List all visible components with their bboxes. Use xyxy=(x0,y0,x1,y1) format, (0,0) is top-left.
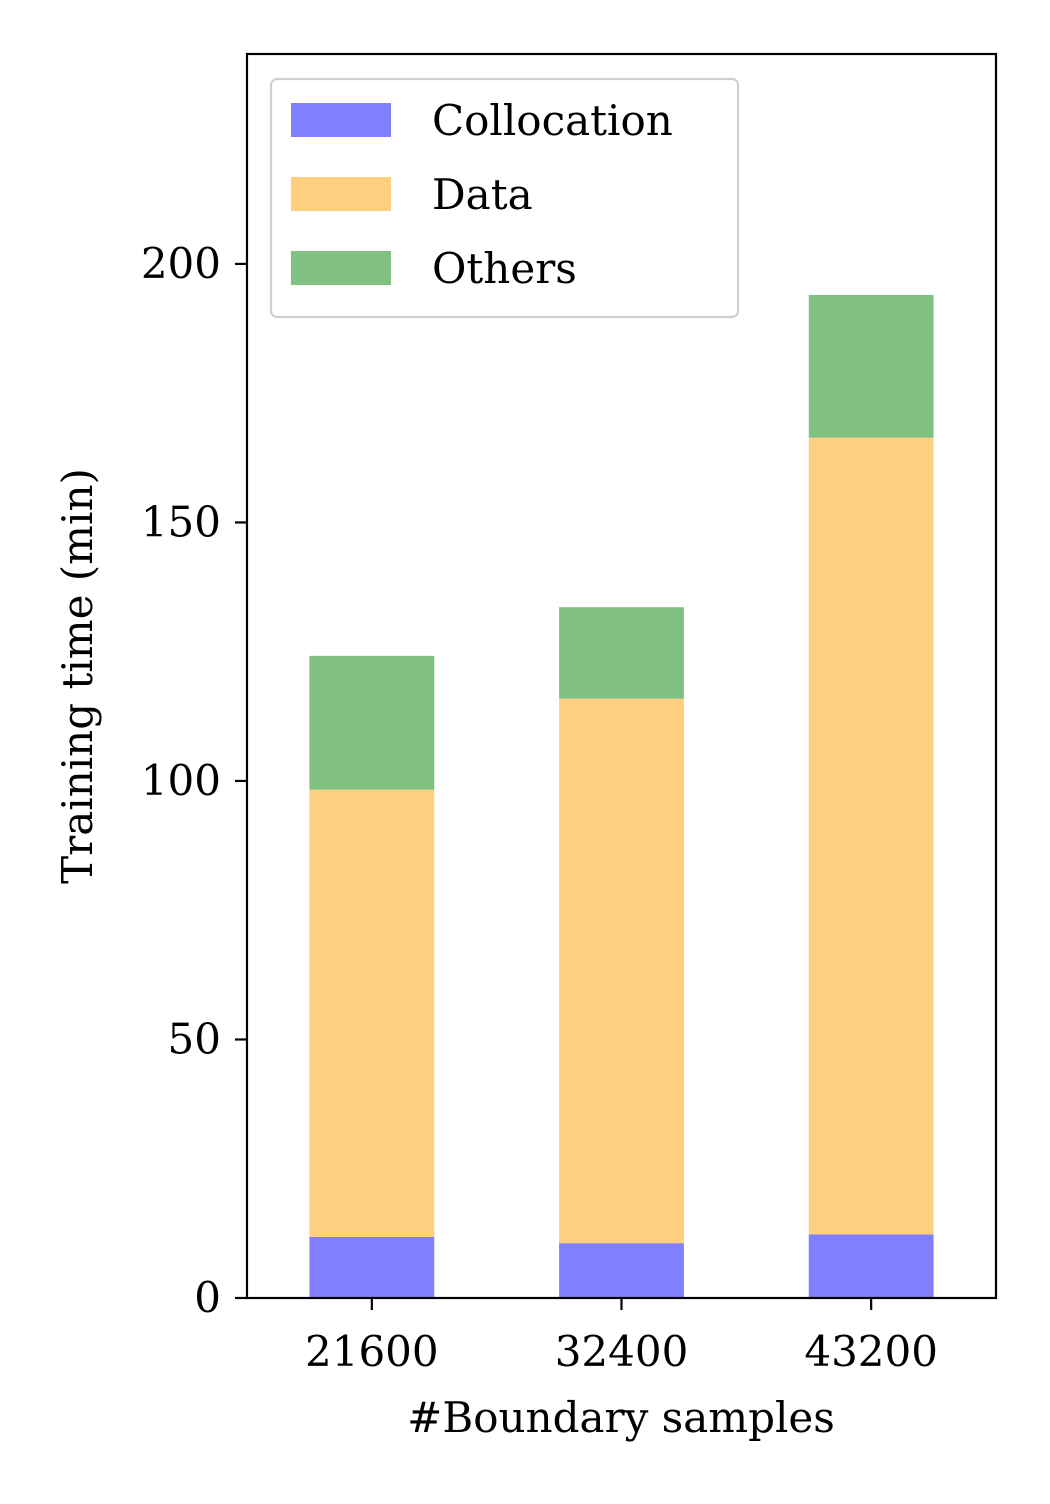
legend-swatch-collocation xyxy=(291,103,391,137)
x-axis-ticks: 21600 32400 43200 xyxy=(305,1298,938,1376)
y-tick-label: 50 xyxy=(168,1014,221,1063)
bar-data-32400 xyxy=(559,698,684,1244)
legend: Collocation Data Others xyxy=(269,77,740,319)
x-tick-label: 43200 xyxy=(804,1327,938,1376)
bar-others-21600 xyxy=(309,655,435,790)
legend-label-data: Data xyxy=(432,170,533,219)
y-tick-label: 200 xyxy=(141,239,221,288)
y-tick-label: 150 xyxy=(141,497,221,546)
y-axis-ticks: 0 50 100 150 200 xyxy=(141,239,247,1322)
legend-label-others: Others xyxy=(432,244,577,293)
y-tick-label: 100 xyxy=(141,756,221,805)
x-axis-title: #Boundary samples xyxy=(407,1393,835,1442)
bar-collocation-32400 xyxy=(559,1243,684,1298)
legend-label-collocation: Collocation xyxy=(432,96,673,145)
bar-others-43200 xyxy=(808,294,934,438)
bar-data-21600 xyxy=(309,789,435,1237)
bar-collocation-43200 xyxy=(808,1234,934,1298)
x-tick-label: 32400 xyxy=(555,1327,689,1376)
y-axis-title: Training time (min) xyxy=(53,468,102,884)
bar-collocation-21600 xyxy=(309,1236,435,1298)
bars-layer xyxy=(309,294,934,1298)
bar-others-32400 xyxy=(559,607,684,699)
y-tick-label: 0 xyxy=(194,1273,221,1322)
legend-swatch-others xyxy=(291,251,391,285)
x-tick-label: 21600 xyxy=(305,1327,439,1376)
legend-swatch-data xyxy=(291,177,391,211)
bar-data-43200 xyxy=(808,437,934,1235)
